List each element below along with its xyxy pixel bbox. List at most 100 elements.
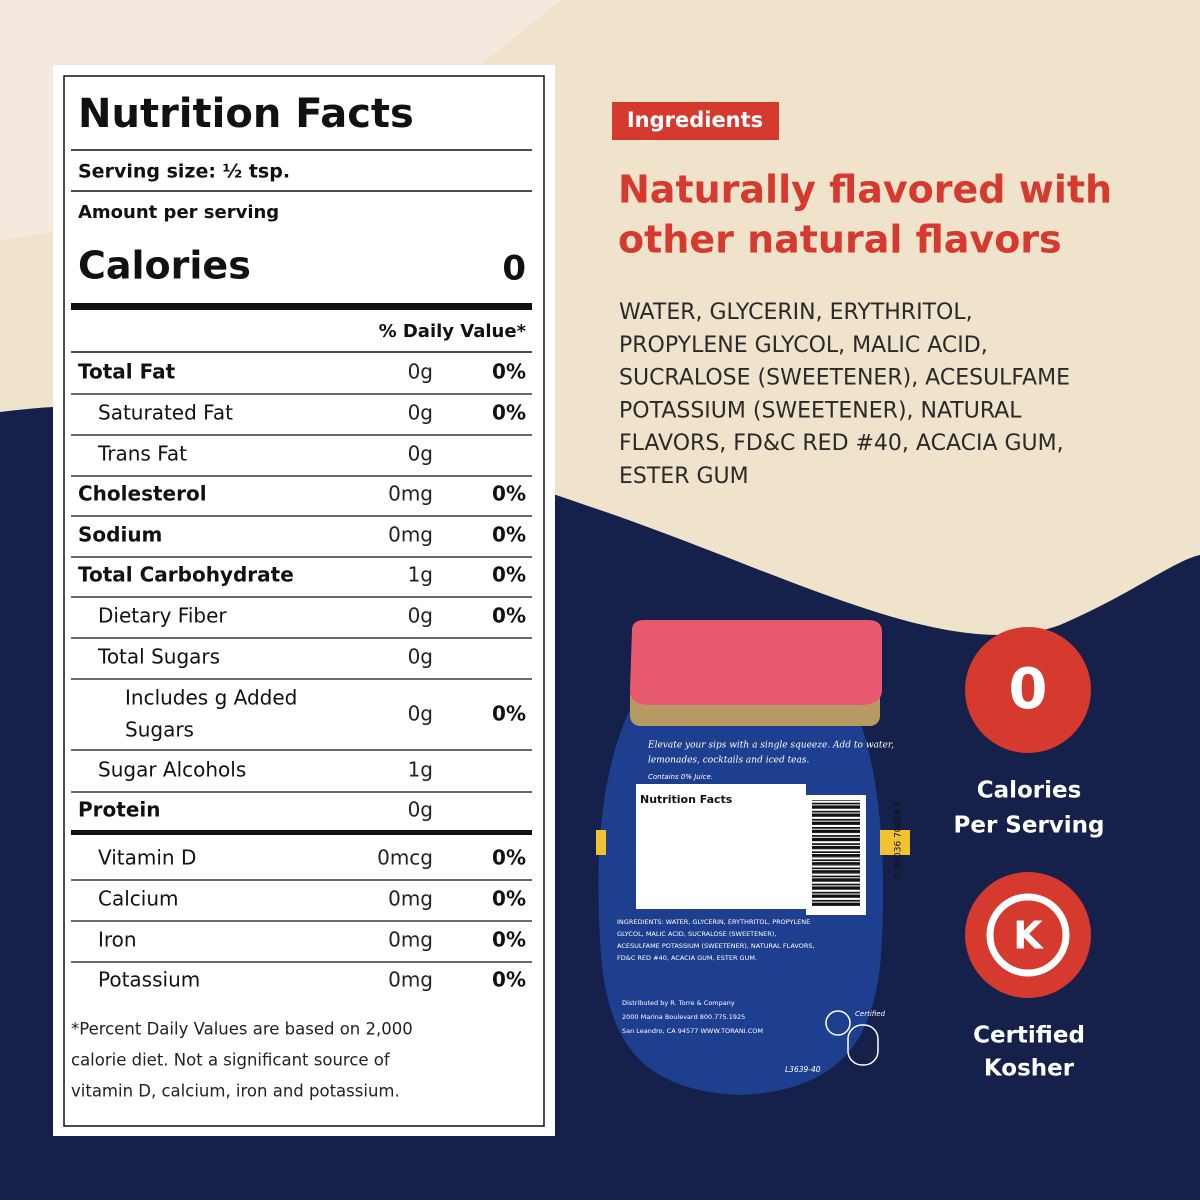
panel-border <box>63 75 545 1127</box>
bottle-label-text: Contains 0% Juice. <box>648 773 713 781</box>
barcode-bar <box>812 886 860 890</box>
barcode-bar <box>812 872 860 874</box>
bottle-label-text: L3639-40 <box>785 1065 821 1074</box>
calories-label: Calories <box>78 244 251 288</box>
nutrient-amount: 0g <box>408 604 433 628</box>
bottle-label-text: INGREDIENTS: WATER, GLYCERIN, ERYTHRITOL… <box>617 918 810 926</box>
barcode-bar <box>812 829 860 833</box>
thick-rule <box>71 303 532 310</box>
badge-label: Calories <box>977 778 1082 804</box>
bottle-label-text: Elevate your sips with a single squeeze.… <box>647 741 894 751</box>
barcode-bar <box>812 862 860 865</box>
barcode-bar <box>812 859 860 862</box>
ingredient-line: PROPYLENE GLYCOL, MALIC ACID, <box>619 333 988 358</box>
barcode-bar <box>812 851 860 853</box>
nutrient-amount: 0g <box>408 702 433 726</box>
barcode-bar <box>812 802 860 805</box>
nutrient-name: Includes g Added <box>125 686 297 710</box>
nutrient-name: Total Fat <box>78 360 176 384</box>
barcode-bar <box>812 856 860 858</box>
nutrient-name: Total Carbohydrate <box>78 563 294 587</box>
barcode-bar <box>812 881 860 882</box>
nutrient-name: Calcium <box>98 887 179 911</box>
ingredients-badge <box>612 102 779 140</box>
ingredient-list: WATER, GLYCERIN, ERYTHRITOL, PROPYLENE GL… <box>619 300 1070 489</box>
ingredients-badge-text: Ingredients <box>627 108 763 132</box>
nutrient-amount: 0g <box>408 442 433 466</box>
barcode-bar <box>812 843 860 845</box>
bottle-label-text: San Leandro, CA 94577 WWW.TORANI.COM <box>622 1027 763 1035</box>
barcode-bar <box>812 867 860 870</box>
ingredient-line: POTASSIUM (SWEETENER), NATURAL <box>619 398 1022 423</box>
nutrient-amount: 0g <box>408 401 433 425</box>
nutrient-name: Vitamin D <box>98 846 196 870</box>
kosher-badge <box>965 872 1091 998</box>
bottle-label-panel <box>636 784 806 909</box>
nutrient-name: Potassium <box>98 968 200 992</box>
barcode-bar <box>812 821 860 825</box>
serving-size: Serving size: ½ tsp. <box>78 161 290 183</box>
barcode-bar <box>812 810 860 813</box>
nutrient-amount: 0mg <box>388 523 433 547</box>
barcode-bar <box>812 848 860 850</box>
barcode-bar <box>812 845 860 849</box>
barcode-bar <box>812 837 860 841</box>
footnote-line: vitamin D, calcium, iron and potassium. <box>71 1082 400 1101</box>
nutrient-amount: 0g <box>408 645 433 669</box>
bottle-label-text: 2000 Marina Boulevard 800.775.1925 <box>622 1013 745 1021</box>
footnote: *Percent Daily Values are based on 2,000… <box>71 1020 413 1101</box>
barcode <box>812 800 860 906</box>
barcode-bar <box>812 824 860 825</box>
barcode-bar <box>812 808 860 809</box>
barcode-bar <box>812 840 860 842</box>
ingredient-line: WATER, GLYCERIN, ERYTHRITOL, <box>619 300 973 325</box>
kosher-ring <box>986 893 1070 977</box>
bottle-stripe <box>880 830 910 855</box>
nutrient-dv: 0% <box>492 360 526 384</box>
nutrient-dv: 0% <box>492 523 526 547</box>
barcode-bar <box>812 883 860 886</box>
barcode-bar <box>812 800 860 801</box>
nutrient-amount: 0mg <box>388 928 433 952</box>
bottle-label-text: GLYCOL, MALIC ACID, SUCRALOSE (SWEETENER… <box>617 930 776 938</box>
barcode-bar <box>812 827 860 829</box>
calories-value: 0 <box>502 249 526 289</box>
bottle-cap <box>630 620 882 705</box>
nutrient-dv: 0% <box>492 604 526 628</box>
nutrient-name: Sodium <box>78 523 162 547</box>
nutrient-amount: 1g <box>408 758 433 782</box>
nutrient-name: Trans Fat <box>97 442 187 466</box>
nf-title: Nutrition Facts <box>78 91 414 137</box>
bottle-label-text: ACESULFAME POTASSIUM (SWEETENER), NATURA… <box>617 942 815 950</box>
nutrient-name: Protein <box>78 798 160 822</box>
nutrient-amount: 0g <box>408 798 433 822</box>
barcode-bar <box>812 905 860 906</box>
barcode-bar <box>812 832 860 834</box>
daily-value-header: % Daily Value* <box>379 321 527 342</box>
nutrient-amount: 0mg <box>388 887 433 911</box>
calories-badge-value: 0 <box>1009 657 1048 722</box>
nutrient-dv: 0% <box>492 401 526 425</box>
nutrient-name: Iron <box>98 928 137 952</box>
bottle-label-text: 0 89036 70008 5 <box>894 801 904 878</box>
badge-label: Per Serving <box>953 813 1104 839</box>
kosher-mark-small <box>825 1010 851 1036</box>
barcode-bar <box>812 889 860 890</box>
calories-badge <box>965 627 1091 753</box>
barcode-bar <box>812 899 860 902</box>
nutrient-dv: 0% <box>492 887 526 911</box>
ingredient-line: SUCRALOSE (SWEETENER), ACESULFAME <box>619 366 1070 391</box>
nutrient-amount: 0mg <box>388 968 433 992</box>
bottle-label-text: Nutrition Facts <box>640 793 733 806</box>
barcode-bar <box>812 816 860 817</box>
badge-label: Certified <box>973 1023 1085 1049</box>
nutrition-label: Nutrition Facts Serving size: ½ tsp. Amo… <box>71 91 532 992</box>
bcorp-mark <box>847 1024 879 1066</box>
nutrient-name: Cholesterol <box>78 482 207 506</box>
nutrient-amount: 0g <box>408 360 433 384</box>
nutrient-dv: 0% <box>492 928 526 952</box>
barcode-bar <box>812 894 860 898</box>
bottle-label-text: Distributed by R. Torre & Company <box>622 999 735 1007</box>
